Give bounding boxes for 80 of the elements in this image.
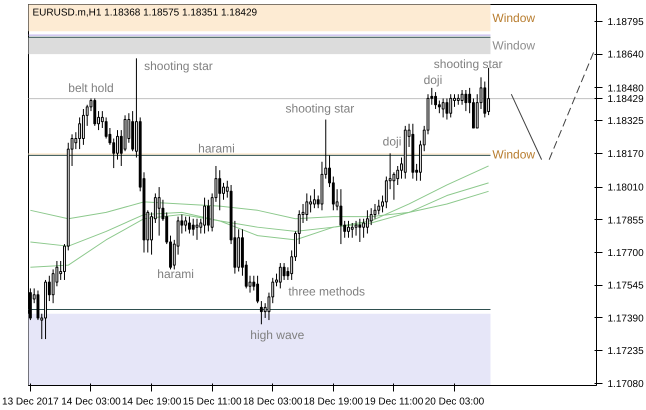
y-tick-label: 1.18325 bbox=[608, 116, 644, 128]
x-tick-label: 14 Dec 03:00 bbox=[61, 396, 122, 408]
candlestick bbox=[82, 108, 85, 146]
candlestick bbox=[411, 123, 414, 180]
candlestick bbox=[350, 222, 354, 238]
annotation: high wave bbox=[250, 328, 305, 342]
band-label: Window bbox=[492, 38, 536, 53]
candlestick bbox=[438, 100, 441, 114]
candlestick bbox=[184, 216, 188, 232]
candlestick bbox=[366, 210, 369, 234]
candlestick bbox=[158, 186, 161, 236]
y-tick-label: 1.18010 bbox=[608, 182, 644, 194]
candlestick bbox=[339, 188, 342, 245]
x-tick-label: 20 Dec 03:00 bbox=[424, 396, 485, 408]
x-tick-label: 19 Dec 11:00 bbox=[364, 396, 424, 408]
candlestick bbox=[460, 89, 464, 106]
candlestick bbox=[116, 130, 119, 160]
y-tick-label: 1.17855 bbox=[608, 215, 644, 226]
candlestick bbox=[44, 279, 47, 340]
x-tick-label: 18 Dec 19:00 bbox=[304, 396, 364, 408]
candlestick bbox=[36, 290, 40, 321]
annotation: doji bbox=[424, 72, 442, 87]
candlestick bbox=[278, 262, 282, 289]
y-tick-label: 1.18170 bbox=[608, 148, 644, 160]
y-tick-label: 1.18795 bbox=[608, 16, 644, 28]
candlestick bbox=[206, 199, 210, 232]
y-tick-label: 1.17235 bbox=[608, 346, 644, 358]
candlestick bbox=[374, 203, 376, 220]
line-series bbox=[30, 165, 490, 268]
annotation: shooting star bbox=[286, 102, 354, 116]
candlestick bbox=[358, 218, 362, 242]
x-tick-label: 18 Dec 03:00 bbox=[242, 396, 303, 408]
candlestick bbox=[392, 172, 396, 200]
candlestick bbox=[282, 262, 286, 280]
annotation: shooting star bbox=[144, 58, 213, 73]
candlestick bbox=[237, 228, 240, 272]
candlestick bbox=[354, 220, 358, 236]
annotation: harami bbox=[198, 142, 235, 156]
candlestick bbox=[442, 98, 445, 118]
candlestick bbox=[131, 110, 134, 152]
annotation: three methods bbox=[288, 284, 366, 298]
y-tick-label: 1.17700 bbox=[608, 248, 644, 260]
candlestick bbox=[222, 182, 225, 200]
candlestick bbox=[78, 116, 82, 150]
candlestick bbox=[362, 218, 366, 238]
band-label: Window bbox=[492, 147, 536, 162]
candlestick bbox=[52, 268, 55, 304]
candlestick bbox=[305, 192, 308, 222]
candlestick bbox=[487, 67, 490, 116]
candlestick bbox=[320, 161, 324, 211]
candlestick bbox=[196, 218, 198, 240]
candlestick bbox=[384, 176, 388, 209]
chart-title: EURUSD.m,H1 1.18368 1.18575 1.18351 1.18429 bbox=[32, 8, 258, 18]
x-tick-label: 13 Dec 2017 bbox=[2, 396, 60, 408]
candlestick bbox=[312, 188, 316, 209]
candlestick bbox=[124, 114, 127, 152]
x-tick-label: 15 Dec 11:00 bbox=[182, 396, 242, 408]
y-tick-label: 1.18480 bbox=[608, 83, 644, 94]
candlestick bbox=[464, 89, 468, 112]
candlestick bbox=[256, 275, 260, 304]
x-tick-label: 14 Dec 19:00 bbox=[122, 396, 182, 408]
annotation: belt hold bbox=[68, 80, 114, 95]
candlestick bbox=[309, 195, 312, 213]
annotation: doji bbox=[382, 134, 402, 148]
candlestick bbox=[370, 208, 373, 226]
candlestick bbox=[347, 220, 350, 238]
y-tick-label: 1.18640 bbox=[608, 50, 644, 61]
annotation: shooting star bbox=[434, 56, 502, 71]
y-tick-label: 1.17545 bbox=[608, 280, 644, 292]
y-tick-label: 1.17080 bbox=[608, 378, 644, 390]
y-tick-label: 1.17390 bbox=[608, 313, 644, 324]
band-label: Window bbox=[492, 10, 536, 25]
annotation: harami bbox=[157, 267, 194, 282]
candlestick bbox=[445, 98, 448, 120]
candlestick bbox=[434, 92, 438, 110]
candlestick bbox=[188, 216, 191, 234]
candlestick bbox=[260, 300, 263, 325]
candlestick bbox=[203, 197, 206, 234]
ref-line-label: 1.18429 bbox=[608, 94, 644, 106]
candlestick bbox=[104, 116, 108, 140]
